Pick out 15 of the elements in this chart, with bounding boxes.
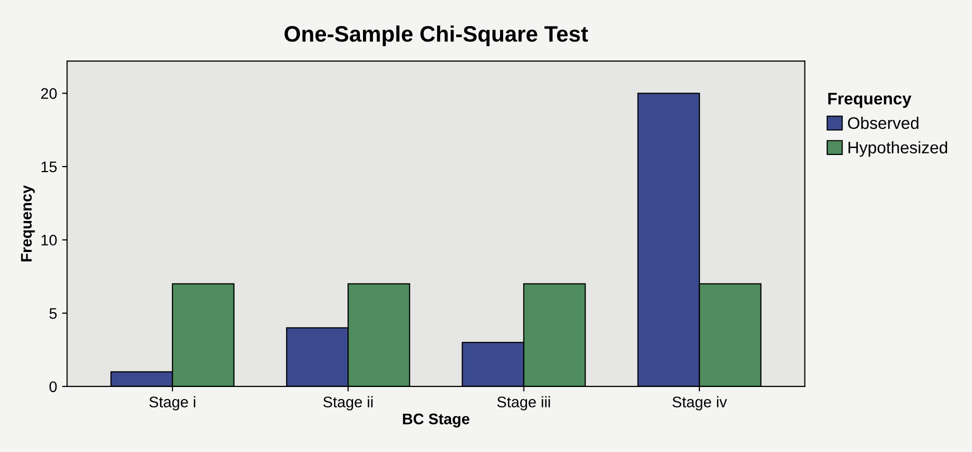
x-tick-label: Stage i (149, 396, 196, 410)
y-tick-label: 10 (42, 234, 57, 246)
legend-label: Observed (848, 116, 918, 129)
x-tick-label: Stage ii (323, 396, 373, 410)
legend-title: Frequency (828, 92, 912, 108)
y-tick-label: 20 (41, 88, 57, 99)
x-axis-title: BC Stage (403, 414, 470, 428)
x-tick-label: Stage iii (497, 396, 550, 410)
x-tick-label: Stage iv (672, 396, 727, 410)
y-tick-label: 5 (49, 308, 57, 319)
y-axis-title: Frequency (21, 185, 35, 262)
chart-title: One-Sample Chi-Square Test (284, 25, 588, 46)
legend-label: Hypothesized (848, 141, 948, 157)
y-tick-label: 15 (42, 162, 57, 172)
y-tick-label: 0 (49, 381, 57, 392)
